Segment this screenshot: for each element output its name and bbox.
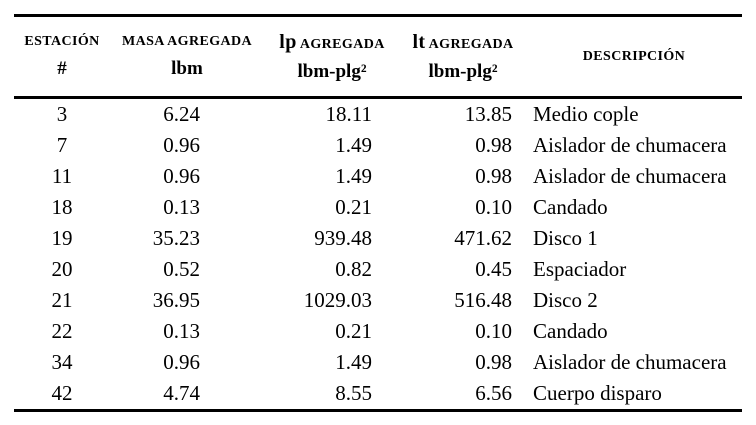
table-body: 3 6.24 18.11 13.85 Medio cople 7 0.96 1.… [14, 98, 742, 411]
cell-it: 0.98 [475, 350, 512, 374]
cell-descripcion: Aislador de chumacera [533, 350, 727, 374]
table-header: ESTACIÓN # MASA AGREGADA lbm lp AGREGADA… [14, 15, 742, 98]
cell-ip: 0.21 [335, 195, 372, 219]
table-row: 22 0.13 0.21 0.10 Candado [14, 316, 742, 347]
column-header-estacion: ESTACIÓN # [14, 16, 110, 98]
cell-descripcion: Disco 2 [533, 288, 598, 312]
cell-it: 13.85 [464, 102, 512, 126]
header-lt-prefix: lt [412, 31, 426, 53]
header-masa-unit: lbm [171, 58, 203, 79]
cell-masa: 35.23 [152, 226, 200, 250]
table-row: 7 0.96 1.49 0.98 Aislador de chumacera [14, 130, 742, 161]
cell-it: 0.98 [475, 164, 512, 188]
header-masa-label: MASA AGREGADA [121, 34, 253, 49]
cell-estacion: 42 [51, 381, 73, 405]
cell-it: 0.10 [475, 319, 512, 343]
table-row: 20 0.52 0.82 0.45 Espaciador [14, 254, 742, 285]
header-lp-prefix: lp [279, 31, 297, 53]
cell-estacion: 11 [51, 164, 73, 188]
mass-inertia-table: ESTACIÓN # MASA AGREGADA lbm lp AGREGADA… [14, 14, 742, 412]
cell-descripcion: Aislador de chumacera [533, 133, 727, 157]
table-row: 3 6.24 18.11 13.85 Medio cople [14, 98, 742, 131]
cell-it: 0.10 [475, 195, 512, 219]
cell-masa: 0.13 [163, 319, 200, 343]
cell-estacion: 22 [51, 319, 73, 343]
header-estacion-label: ESTACIÓN [24, 34, 100, 49]
cell-it: 471.62 [454, 226, 512, 250]
cell-ip: 1029.03 [303, 288, 372, 312]
cell-descripcion: Aislador de chumacera [533, 164, 727, 188]
cell-estacion: 19 [51, 226, 73, 250]
cell-it: 0.98 [475, 133, 512, 157]
cell-descripcion: Medio cople [533, 102, 639, 126]
column-header-lt-agregada: lt AGREGADA lbm-plg² [400, 16, 526, 98]
cell-it: 0.45 [475, 257, 512, 281]
cell-it: 6.56 [475, 381, 512, 405]
column-header-masa-agregada: MASA AGREGADA lbm [110, 16, 264, 98]
cell-ip: 1.49 [335, 164, 372, 188]
header-descripcion-label: DESCRIPCIÓN [582, 48, 686, 64]
table-row: 11 0.96 1.49 0.98 Aislador de chumacera [14, 161, 742, 192]
cell-masa: 0.13 [163, 195, 200, 219]
cell-ip: 0.82 [335, 257, 372, 281]
cell-ip: 939.48 [314, 226, 372, 250]
cell-masa: 4.74 [163, 381, 200, 405]
cell-ip: 8.55 [335, 381, 372, 405]
cell-descripcion: Disco 1 [533, 226, 598, 250]
cell-estacion: 3 [56, 102, 68, 126]
cell-descripcion: Candado [533, 195, 608, 219]
table-row: 18 0.13 0.21 0.10 Candado [14, 192, 742, 223]
cell-masa: 0.96 [163, 350, 200, 374]
header-lt-label: AGREGADA [428, 37, 514, 52]
table-row: 21 36.95 1029.03 516.48 Disco 2 [14, 285, 742, 316]
column-header-lp-agregada: lp AGREGADA lbm-plg² [264, 16, 400, 98]
cell-descripcion: Espaciador [533, 257, 627, 281]
cell-estacion: 34 [51, 350, 73, 374]
cell-estacion: 21 [51, 288, 73, 312]
table-row: 34 0.96 1.49 0.98 Aislador de chumacera [14, 347, 742, 378]
cell-masa: 0.96 [163, 133, 200, 157]
header-row: ESTACIÓN # MASA AGREGADA lbm lp AGREGADA… [14, 15, 742, 98]
header-lp-label: AGREGADA [299, 37, 385, 52]
cell-masa: 36.95 [152, 288, 200, 312]
cell-masa: 0.52 [163, 257, 200, 281]
cell-it: 516.48 [454, 288, 512, 312]
table-row: 19 35.23 939.48 471.62 Disco 1 [14, 223, 742, 254]
column-header-descripcion: DESCRIPCIÓN [526, 16, 742, 98]
cell-masa: 0.96 [163, 164, 200, 188]
cell-ip: 0.21 [335, 319, 372, 343]
cell-ip: 1.49 [335, 350, 372, 374]
cell-masa: 6.24 [163, 102, 200, 126]
cell-estacion: 20 [51, 257, 73, 281]
cell-estacion: 7 [56, 133, 68, 157]
cell-descripcion: Candado [533, 319, 608, 343]
header-lp-unit: lbm-plg² [297, 61, 367, 82]
cell-ip: 1.49 [335, 133, 372, 157]
table-row: 42 4.74 8.55 6.56 Cuerpo disparo [14, 378, 742, 411]
cell-ip: 18.11 [325, 102, 372, 126]
cell-descripcion: Cuerpo disparo [533, 381, 662, 405]
header-estacion-unit: # [57, 58, 67, 79]
cell-estacion: 18 [51, 195, 73, 219]
header-lt-unit: lbm-plg² [428, 61, 498, 82]
